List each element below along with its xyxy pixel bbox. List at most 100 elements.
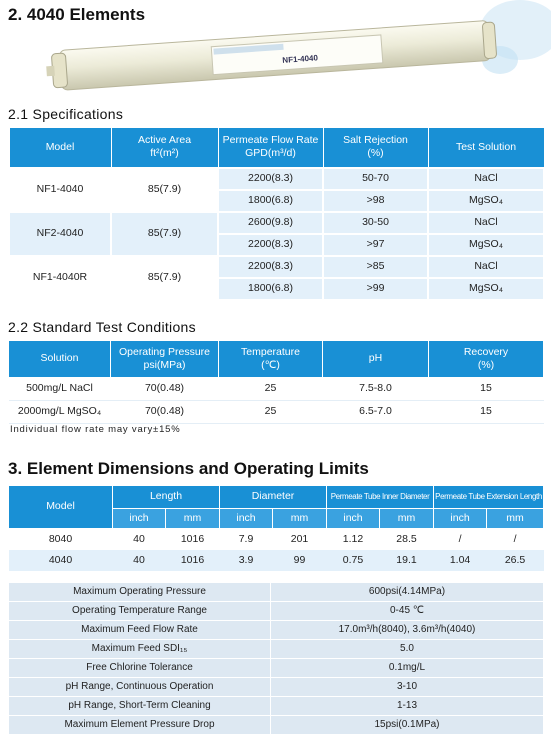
header-cell: Solution bbox=[8, 340, 111, 378]
cell: 99 bbox=[272, 550, 327, 571]
row: NF1-4040 85(7.9) 2200(8.3) 50-70 NaCl bbox=[8, 166, 545, 213]
subheader-cell: mm bbox=[379, 508, 435, 529]
limit-label: Maximum Feed SDI₁₅ bbox=[8, 639, 271, 659]
limit-label: Operating Temperature Range bbox=[8, 601, 271, 621]
row: Maximum Feed Flow Rate 17.0m³/h(8040), 3.… bbox=[8, 620, 544, 640]
cell: 30-50 bbox=[322, 210, 429, 235]
cell: 0.75 bbox=[326, 550, 380, 571]
cell: 8040 bbox=[48, 532, 73, 545]
cell: 7.5-8.0 bbox=[322, 377, 429, 401]
cell: MgSO₄ bbox=[427, 276, 545, 301]
header-cell: Length bbox=[112, 485, 220, 509]
cell: MgSO₄ bbox=[427, 232, 545, 257]
cell: 26.5 bbox=[486, 550, 544, 571]
cell: 28.5 bbox=[396, 532, 417, 545]
cell: >97 bbox=[322, 232, 429, 257]
limit-label: Free Chlorine Tolerance bbox=[8, 658, 271, 678]
limit-value: 5.0 bbox=[270, 639, 544, 659]
cell: 3.9 bbox=[219, 550, 273, 571]
header-cell: Active Area ft²(m²) bbox=[110, 127, 219, 168]
limit-label: Maximum Element Pressure Drop bbox=[8, 715, 271, 735]
subheader-cell: inch bbox=[112, 508, 166, 529]
header-cell: pH bbox=[322, 340, 429, 378]
header-row: Solution Operating Pressure psi(MPa) Tempe… bbox=[8, 340, 544, 378]
row: pH Range, Continuous Operation 3-10 bbox=[8, 677, 544, 697]
cell: 1.12 bbox=[342, 532, 364, 545]
header-cell: Salt Rejection (%) bbox=[322, 127, 429, 168]
area-cell: 85(7.9) bbox=[110, 210, 219, 257]
cell: NaCl bbox=[427, 254, 545, 279]
cell: 1800(6.8) bbox=[217, 276, 324, 301]
row: 2000mg/L MgSO₄ 70(0.48) 25 6.5-7.0 15 bbox=[8, 400, 544, 424]
subheader-cell: inch bbox=[326, 508, 381, 529]
limit-value: 0-45 ℃ bbox=[270, 601, 544, 621]
cell: >98 bbox=[322, 188, 429, 213]
model-cell: NF1-4040R bbox=[8, 254, 112, 301]
cell: 7.9 bbox=[238, 532, 254, 545]
header-cell: Model bbox=[8, 127, 112, 168]
limit-label: Maximum Operating Pressure bbox=[8, 582, 271, 602]
cell: 2000mg/L MgSO₄ bbox=[8, 400, 111, 424]
subheader-cell: mm bbox=[165, 508, 220, 529]
cell: 201 bbox=[290, 532, 309, 545]
row: 500mg/L NaCl 70(0.48) 25 7.5-8.0 15 bbox=[8, 377, 544, 401]
area-cell: 85(7.9) bbox=[110, 166, 219, 213]
header-cell: Permeate Tube Extension Length bbox=[433, 485, 545, 509]
row: Operating Temperature Range 0-45 ℃ bbox=[8, 601, 544, 621]
dimensions-table: Model Length Diameter Permeate Tube Inner D… bbox=[8, 485, 545, 571]
cell: 1016 bbox=[180, 532, 205, 545]
cell: 1800(6.8) bbox=[217, 188, 324, 213]
header-cell: Recovery (%) bbox=[428, 340, 544, 378]
limit-value: 600psi(4.14MPa) bbox=[270, 582, 544, 602]
limits-table: Maximum Operating Pressure 600psi(4.14MPa… bbox=[8, 582, 544, 735]
limit-label: Maximum Feed Flow Rate bbox=[8, 620, 271, 640]
cell: 25 bbox=[218, 400, 323, 424]
cell: 2200(8.3) bbox=[217, 166, 324, 191]
section-heading: 3. Element Dimensions and Operating Limi… bbox=[8, 459, 369, 478]
subheader-cell: mm bbox=[486, 508, 545, 529]
cell: 4040 bbox=[8, 550, 113, 571]
cell: >99 bbox=[322, 276, 429, 301]
model-cell: NF2-4040 bbox=[8, 210, 112, 257]
element-label: NF1-4040 bbox=[282, 53, 319, 64]
row: 2200(8.3) >97 MgSO₄ bbox=[9, 232, 545, 257]
cell: 70(0.48) bbox=[110, 377, 219, 401]
cell: 15 bbox=[428, 377, 544, 401]
note: Individual flow rate may vary±15% bbox=[10, 424, 181, 435]
cell: 2200(8.3) bbox=[217, 254, 324, 279]
header-cell: Test Solution bbox=[427, 127, 545, 168]
row: NF1-4040R 85(7.9) 2200(8.3) >85 NaCl bbox=[8, 254, 545, 301]
test-conditions-table: Solution Operating Pressure psi(MPa) Tempe… bbox=[8, 340, 544, 424]
cell: 2200(8.3) bbox=[217, 232, 324, 257]
cell: NaCl bbox=[427, 166, 545, 191]
header-cell: Diameter bbox=[218, 485, 328, 509]
row: pH Range, Short-Term Cleaning 1-13 bbox=[8, 696, 544, 716]
section-title: 2.2 Standard Test Conditions bbox=[8, 319, 196, 335]
cell: 1016 bbox=[165, 550, 220, 571]
row: Maximum Feed SDI₁₅ 5.0 bbox=[8, 639, 544, 659]
limit-value: 0.1mg/L bbox=[270, 658, 544, 678]
header-row: Model Length Diameter Permeate Tube Inner D… bbox=[8, 485, 545, 529]
limit-label: pH Range, Continuous Operation bbox=[8, 677, 271, 697]
model-cell: NF1-4040 bbox=[8, 166, 112, 213]
header-cell: Model bbox=[8, 485, 113, 529]
cell: MgSO₄ bbox=[427, 188, 545, 213]
subheader-cell: mm bbox=[271, 508, 328, 529]
cell: 19.1 bbox=[379, 550, 434, 571]
header-cell: Operating Pressure psi(MPa) bbox=[110, 340, 219, 378]
row: Maximum Operating Pressure 600psi(4.14MPa… bbox=[8, 582, 544, 602]
area-cell: 85(7.9) bbox=[110, 254, 219, 301]
row: Free Chlorine Tolerance 0.1mg/L bbox=[8, 658, 544, 678]
cell: 50-70 bbox=[322, 166, 429, 191]
limit-value: 1-13 bbox=[270, 696, 544, 716]
limit-label: pH Range, Short-Term Cleaning bbox=[8, 696, 271, 716]
cell: / bbox=[513, 532, 517, 545]
header-row: Model Active Area ft²(m²) Permeate Flow Ra… bbox=[8, 127, 545, 168]
row: 1800(6.8) >99 MgSO₄ bbox=[9, 276, 545, 301]
row: NF2-4040 85(7.9) 2600(9.8) 30-50 NaCl bbox=[8, 210, 545, 257]
subheader-row: inch mm inch mm inch mm inch mm bbox=[9, 508, 545, 529]
cell: 40 bbox=[112, 550, 166, 571]
cell: 15 bbox=[428, 400, 544, 424]
cell: 1.04 bbox=[433, 550, 487, 571]
